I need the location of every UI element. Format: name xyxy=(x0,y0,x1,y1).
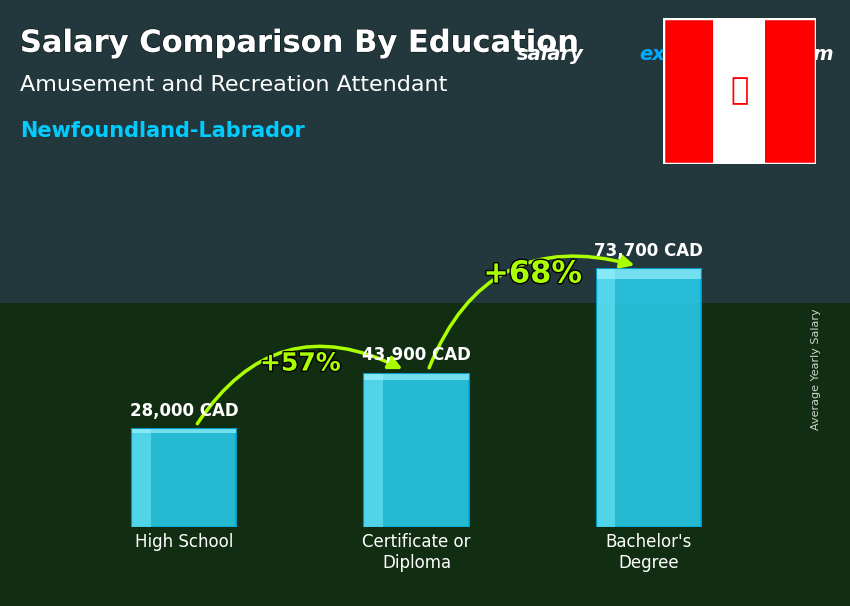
FancyBboxPatch shape xyxy=(132,429,236,527)
Text: 43,900 CAD: 43,900 CAD xyxy=(362,346,471,364)
FancyBboxPatch shape xyxy=(597,269,701,527)
Text: Amusement and Recreation Attendant: Amusement and Recreation Attendant xyxy=(20,75,447,95)
FancyBboxPatch shape xyxy=(364,373,383,527)
Text: Newfoundland-Labrador: Newfoundland-Labrador xyxy=(20,121,304,141)
Text: explorer: explorer xyxy=(639,45,732,64)
Text: High School: High School xyxy=(135,533,234,551)
FancyBboxPatch shape xyxy=(597,269,701,279)
Bar xyxy=(714,18,765,164)
FancyBboxPatch shape xyxy=(132,429,150,527)
Bar xyxy=(663,18,714,164)
Text: Bachelor's
Degree: Bachelor's Degree xyxy=(606,533,692,572)
Bar xyxy=(765,18,816,164)
Text: 73,700 CAD: 73,700 CAD xyxy=(594,242,703,260)
Text: .com: .com xyxy=(781,45,834,64)
Text: +57%: +57% xyxy=(260,351,341,376)
FancyBboxPatch shape xyxy=(597,269,615,527)
Text: Certificate or
Diploma: Certificate or Diploma xyxy=(362,533,471,572)
Text: salary: salary xyxy=(517,45,583,64)
FancyBboxPatch shape xyxy=(132,429,236,433)
Text: Salary Comparison By Education: Salary Comparison By Education xyxy=(20,29,577,58)
Text: +68%: +68% xyxy=(484,259,582,288)
FancyBboxPatch shape xyxy=(364,373,468,527)
Text: 28,000 CAD: 28,000 CAD xyxy=(130,402,239,420)
Text: 🍁: 🍁 xyxy=(730,76,749,105)
Text: Average Yearly Salary: Average Yearly Salary xyxy=(811,309,821,430)
FancyBboxPatch shape xyxy=(364,373,468,380)
